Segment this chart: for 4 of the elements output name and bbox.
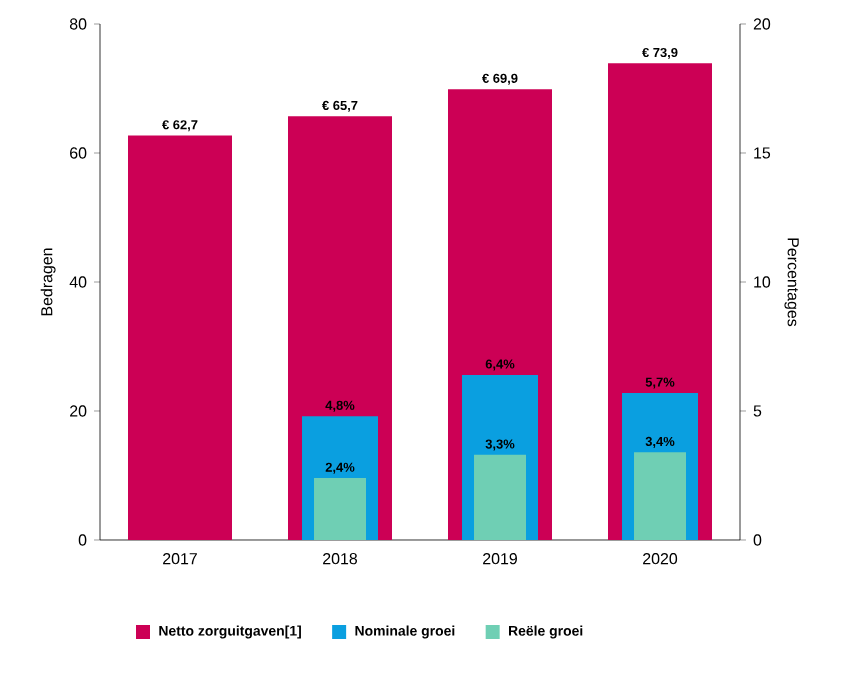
bar	[128, 135, 232, 540]
bar	[474, 454, 527, 540]
bar	[634, 452, 687, 540]
bar	[314, 478, 367, 540]
